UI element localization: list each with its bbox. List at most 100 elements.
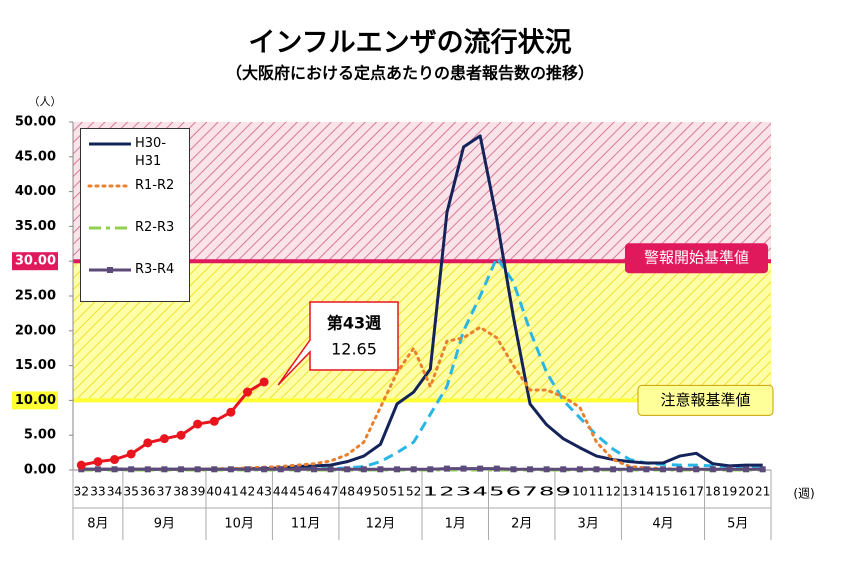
point [193,419,203,429]
point [294,466,301,473]
point [610,466,617,473]
x-tick-label: 15 [655,485,671,499]
point [394,466,401,473]
point [261,466,268,473]
x-tick-label: 21 [755,485,771,499]
point [211,466,218,473]
x-tick-label: 8 [539,485,555,499]
y-tick-label: 45.00 [15,149,56,164]
x-tick-label: 32 [74,485,90,499]
legend-label: R1-R2 [135,178,175,193]
point [493,465,500,472]
x-tick-label: 13 [622,485,638,499]
x-tick-label: 44 [273,485,289,499]
y-unit: （人） [29,95,62,108]
legend-swatch [89,142,131,146]
point [377,466,384,473]
point [76,460,86,470]
annotation-value: 12.65 [331,340,377,359]
point [709,466,716,473]
point [194,466,201,473]
x-tick-label: 37 [157,485,173,499]
point [178,466,185,473]
point [360,466,367,473]
x-tick-label: 51 [389,485,405,499]
legend-label: R3-R4 [135,262,175,277]
x-tick-label: 4 [472,485,488,499]
x-tick-label: 17 [688,485,704,499]
point [759,466,766,473]
point [209,416,219,426]
x-tick-label: 7 [522,485,538,499]
point [227,466,234,473]
point [410,466,417,473]
point [259,377,269,387]
x-unit: (週) [793,487,814,501]
point [126,449,136,459]
y-tick-label: 40.00 [15,184,56,199]
point [626,466,633,473]
x-tick-label: 52 [406,485,422,499]
month-label: 11月 [291,517,321,532]
point [144,466,151,473]
x-tick-label: 5 [489,485,505,499]
y-tick-label: 5.00 [24,428,56,443]
threshold-box [625,243,768,274]
point [327,466,334,473]
point [643,466,650,473]
x-tick-label: 40 [206,485,222,499]
x-tick-label: 16 [672,485,688,499]
point [128,466,135,473]
month-label: 8月 [87,517,108,532]
x-tick-label: 1 [423,485,439,499]
month-label: 10月 [224,517,254,532]
x-tick-label: 47 [323,485,339,499]
y-tick-label: 15.00 [15,358,56,373]
y-tick-label: 0.00 [24,463,56,478]
point [226,407,236,417]
point [176,430,186,440]
x-tick-label: 33 [90,485,106,499]
x-tick-label: 43 [256,485,272,499]
point [659,466,666,473]
month-label: 2月 [511,517,532,532]
tick-highlight [12,391,58,410]
legend-swatch [89,267,131,273]
legend-swatch [89,226,131,230]
month-label: 1月 [445,517,466,532]
point [477,465,484,472]
month-label: 3月 [578,517,599,532]
y-tick-label: 30.00 [15,254,56,269]
point [693,466,700,473]
x-tick-label: 11 [589,485,605,499]
legend-label: R2-R3 [135,220,175,235]
point [143,438,153,448]
point [161,466,168,473]
y-tick-label: 35.00 [15,219,56,234]
tick-highlight [12,252,58,271]
month-label: 9月 [154,517,175,532]
point [427,466,434,473]
x-tick-label: 19 [722,485,738,499]
point [277,466,284,473]
x-tick-label: 20 [738,485,754,499]
x-tick-label: 38 [173,485,189,499]
legend-label: H30-H31 [135,136,167,169]
x-tick-label: 45 [290,485,306,499]
x-tick-label: 41 [223,485,239,499]
point [93,457,103,467]
x-tick-label: 34 [107,485,123,499]
point [543,466,550,473]
x-tick-label: 48 [339,485,355,499]
legend-marker [107,267,113,273]
point [743,466,750,473]
point [560,466,567,473]
point [111,466,118,473]
x-tick-label: 18 [705,485,721,499]
month-label: 5月 [727,517,748,532]
x-tick-label: 42 [240,485,256,499]
chart-subtitle: （大阪府における定点あたりの患者報告数の推移） [226,64,594,83]
x-tick-label: 12 [605,485,621,499]
point [159,434,169,444]
point [110,455,120,465]
